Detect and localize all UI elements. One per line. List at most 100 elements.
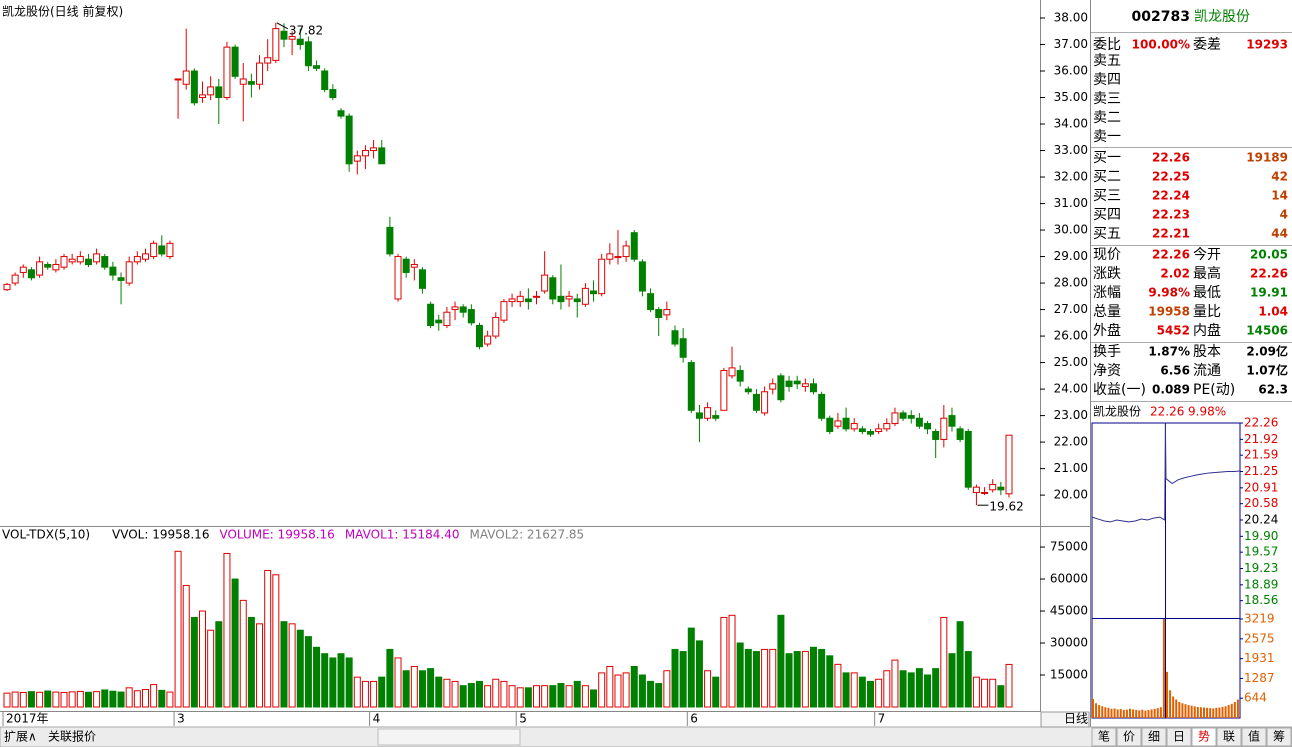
volume-bar xyxy=(247,616,255,708)
tab[interactable] xyxy=(1166,727,1192,747)
y-tick-label: 20.24 xyxy=(1244,513,1278,527)
candle-body xyxy=(133,256,141,263)
candle-body xyxy=(948,415,956,427)
y-tick-label: 3219 xyxy=(1244,612,1275,626)
candle-body xyxy=(867,431,875,435)
volume-bar xyxy=(875,678,883,708)
volume-bar xyxy=(296,629,304,708)
tab[interactable] xyxy=(1091,727,1117,747)
buy-label: 买三 xyxy=(1093,188,1121,204)
stat-label: 今开 xyxy=(1193,247,1221,263)
candle-body xyxy=(655,309,663,319)
volume-bar xyxy=(687,627,695,708)
volume-bar xyxy=(427,668,435,708)
sell-label: 卖二 xyxy=(1093,110,1121,126)
candle-body xyxy=(84,258,92,266)
tab-label[interactable]: 价 xyxy=(1123,730,1135,744)
tab[interactable] xyxy=(1241,727,1267,747)
y-tick-label: 31.00 xyxy=(1054,196,1088,210)
candle-body xyxy=(361,150,369,157)
candle-body xyxy=(581,287,589,305)
tab-label[interactable]: 筹 xyxy=(1273,730,1285,744)
volume-bar xyxy=(1190,705,1193,718)
tab-label[interactable]: 势 xyxy=(1198,730,1210,744)
toolbar-button[interactable]: 扩展∧ xyxy=(4,730,37,744)
volume-bar xyxy=(1184,704,1187,718)
volume-bar xyxy=(1196,706,1199,718)
volume-bar xyxy=(801,651,809,708)
legend-entry: VVOL: 19958.16 xyxy=(112,528,209,542)
tab[interactable] xyxy=(1191,727,1217,747)
candle-body xyxy=(989,484,997,491)
candle-body xyxy=(101,256,109,268)
volume-bar xyxy=(736,642,744,708)
tab[interactable] xyxy=(1116,727,1142,747)
stat-value: 5452 xyxy=(1157,324,1190,338)
legend-entry: VOLUME: 19958.16 xyxy=(219,528,334,542)
candle-body xyxy=(533,295,541,298)
volume-bar xyxy=(174,550,182,708)
stat-label: 内盘 xyxy=(1193,322,1221,339)
buy-label: 买四 xyxy=(1093,207,1121,223)
period-label[interactable]: 日线 xyxy=(1064,712,1088,726)
tab-label[interactable]: 细 xyxy=(1148,730,1160,744)
candle-body xyxy=(647,293,655,311)
volume-bar xyxy=(166,691,174,708)
volume-bar xyxy=(1141,709,1144,718)
y-tick-label: 15000 xyxy=(1050,668,1088,682)
tab[interactable] xyxy=(1266,727,1292,747)
buy-label: 买五 xyxy=(1093,226,1121,242)
period-button[interactable] xyxy=(1040,711,1090,728)
y-tick-label: 30.00 xyxy=(1054,223,1088,237)
volume-bar xyxy=(630,665,638,708)
volume-bar xyxy=(867,680,875,708)
volume-bar xyxy=(1125,709,1128,718)
tab-label[interactable]: 值 xyxy=(1248,729,1260,744)
volume-bar xyxy=(573,680,581,708)
volume-bar xyxy=(769,648,777,708)
volume-bar xyxy=(891,659,899,708)
candle-body xyxy=(761,391,769,414)
candle-body xyxy=(492,317,500,337)
tab-label[interactable]: 联 xyxy=(1223,730,1235,744)
candle-body xyxy=(150,242,158,258)
tab[interactable] xyxy=(1216,727,1242,747)
volume-bar xyxy=(492,678,500,708)
candle-body xyxy=(842,417,850,430)
tab-label[interactable]: 笔 xyxy=(1098,729,1110,744)
volume-bar xyxy=(850,672,858,708)
volume-bar xyxy=(1110,708,1113,718)
candle-body xyxy=(769,383,777,390)
candle-body xyxy=(68,258,76,263)
candle-body xyxy=(337,110,345,117)
buy-volume: 19189 xyxy=(1246,151,1288,165)
info-label: 净资 xyxy=(1093,363,1121,379)
candle-body xyxy=(712,415,720,419)
candle-body xyxy=(36,261,44,276)
buy-price: 22.23 xyxy=(1152,208,1190,222)
candle-body xyxy=(386,226,394,255)
volume-bar xyxy=(44,690,52,708)
candle-body xyxy=(541,274,549,292)
tab[interactable] xyxy=(1141,727,1167,747)
volume-bar xyxy=(1135,710,1138,718)
y-tick-label: 23.00 xyxy=(1054,408,1088,422)
candle-body xyxy=(614,256,622,259)
y-tick-label: 18.89 xyxy=(1244,577,1278,591)
volume-bar xyxy=(915,668,923,708)
volume-bar xyxy=(361,680,369,708)
buy-price: 22.24 xyxy=(1152,189,1190,203)
volume-bar xyxy=(793,651,801,708)
volume-bar xyxy=(223,552,231,708)
annotation: 37.82 xyxy=(289,23,323,37)
toolbar-button[interactable]: 关联报价 xyxy=(48,729,96,744)
volume-bar xyxy=(231,578,239,708)
stat-label: 现价 xyxy=(1093,247,1121,263)
y-tick-label: 75000 xyxy=(1050,540,1088,554)
tab-label[interactable]: 日 xyxy=(1173,730,1185,744)
buy-volume: 44 xyxy=(1271,227,1288,241)
volume-bar xyxy=(3,692,11,708)
volume-bar xyxy=(76,690,84,708)
candle-body xyxy=(598,258,606,295)
candle-body xyxy=(427,303,435,326)
